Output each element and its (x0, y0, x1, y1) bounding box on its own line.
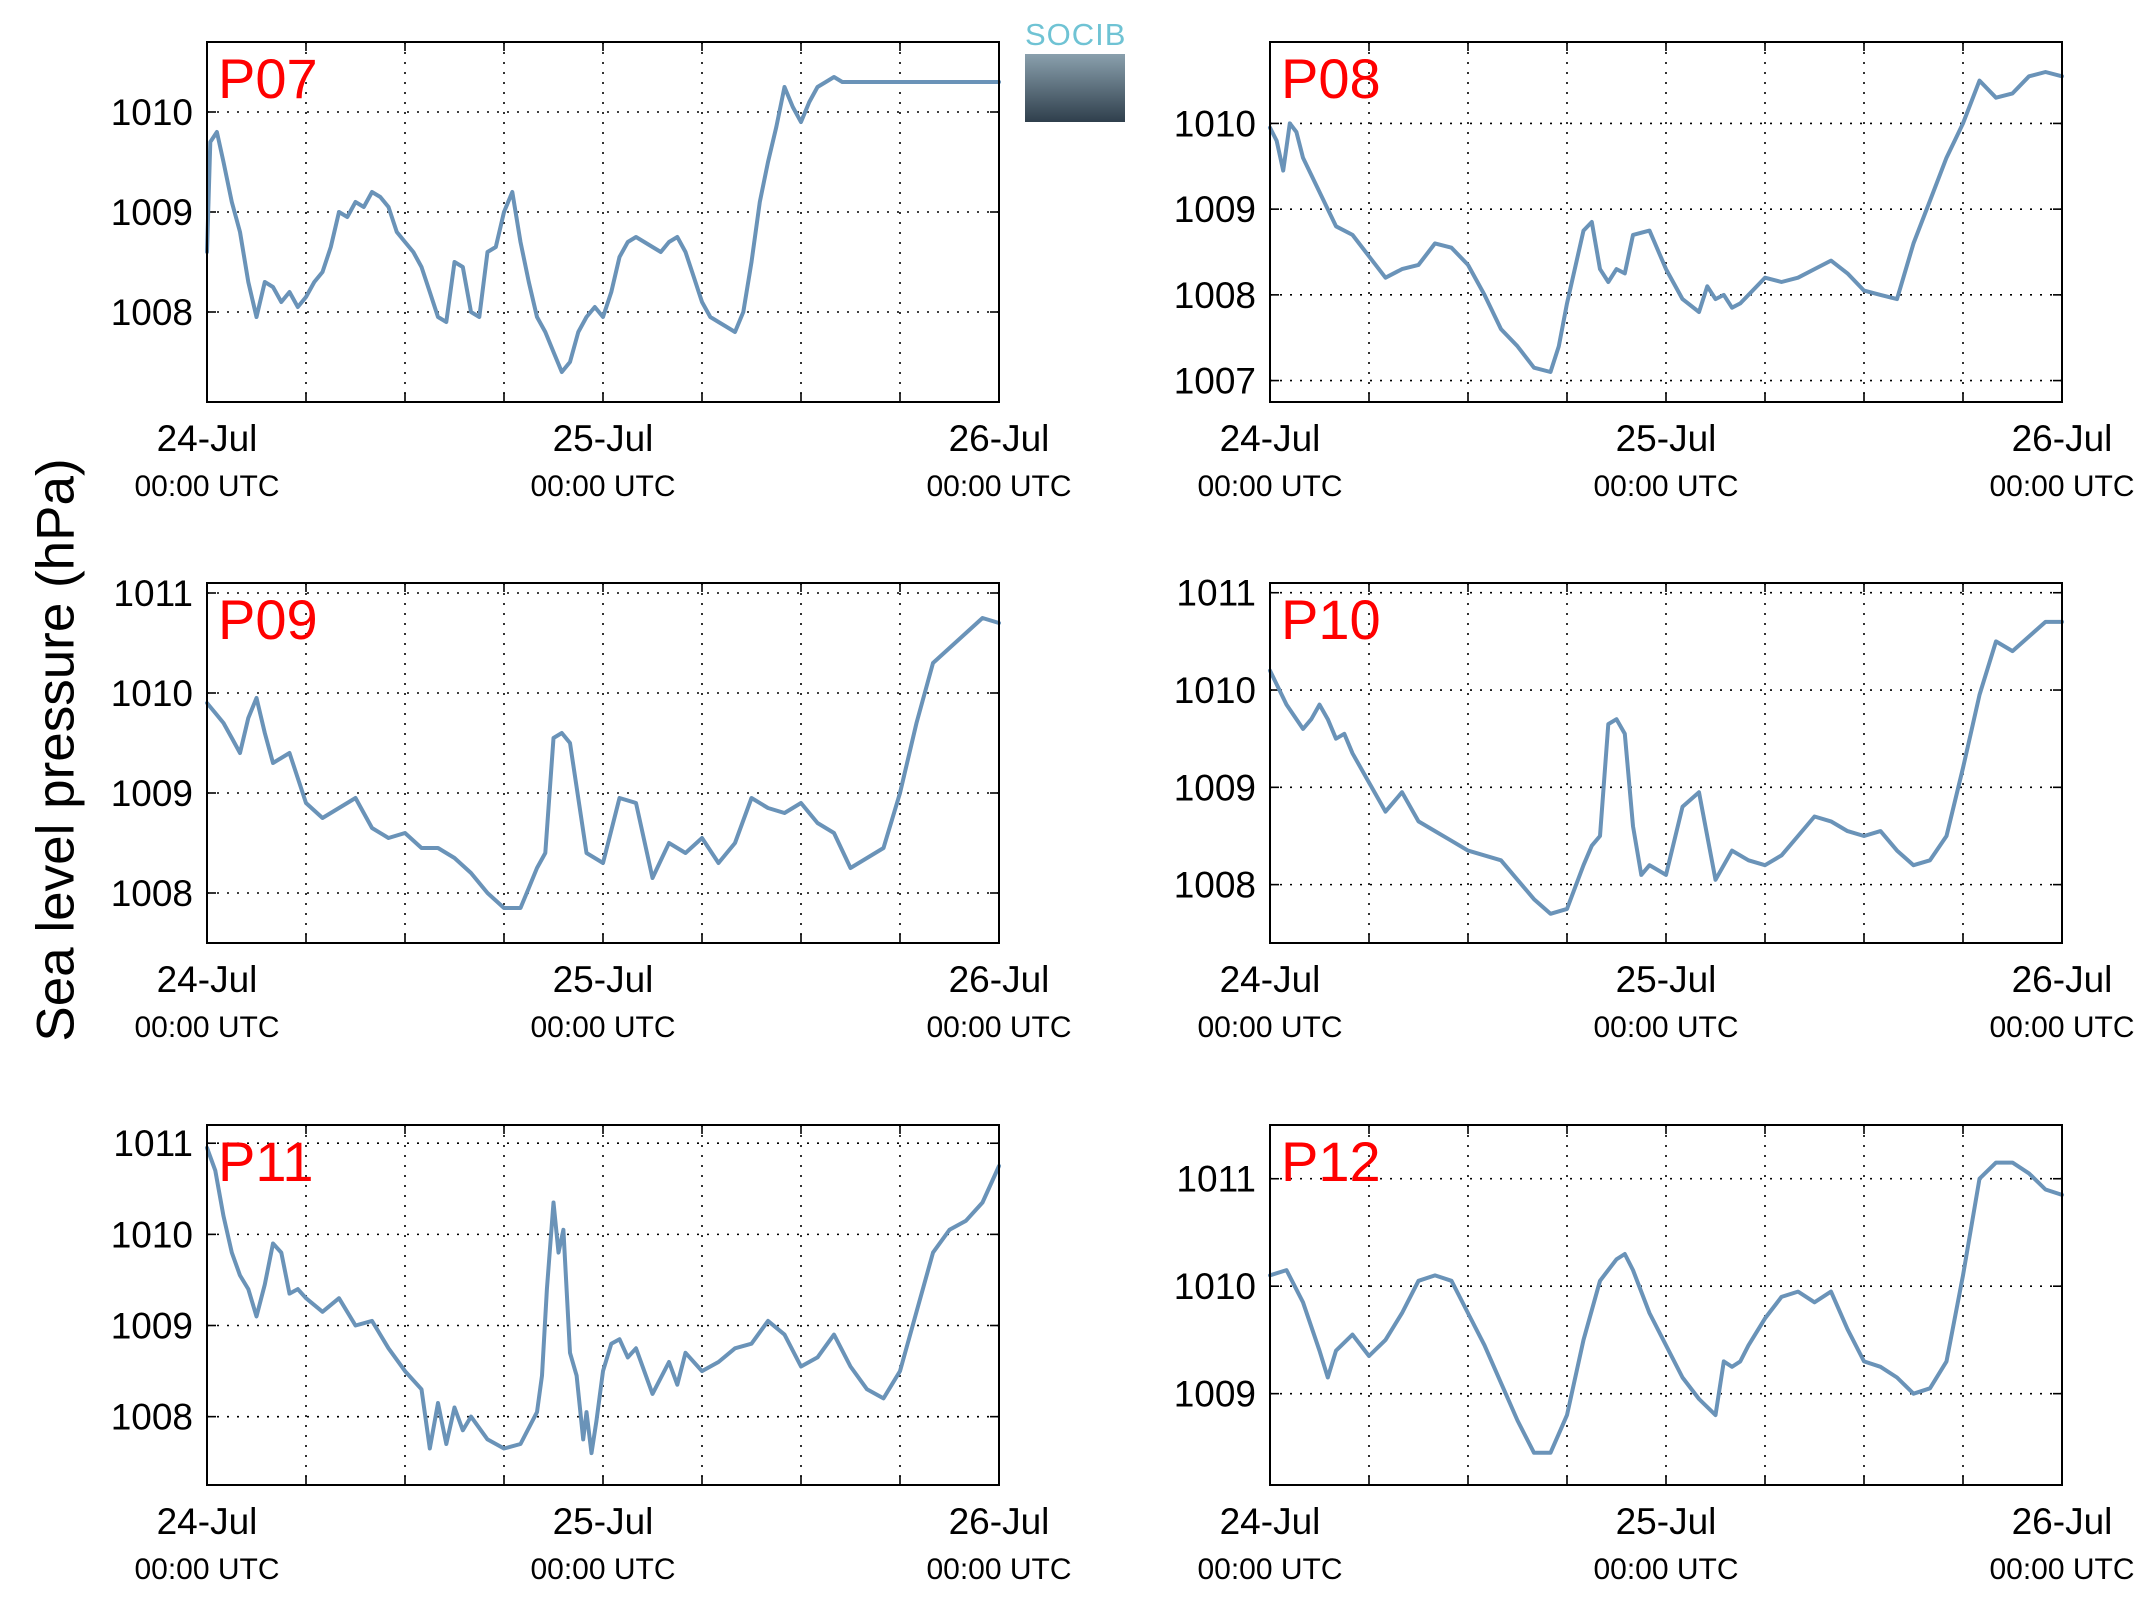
x-tick-label-time: 00:00 UTC (1989, 1553, 2134, 1586)
x-tick-label-day: 25-Jul (1616, 418, 1717, 459)
x-tick-label-time: 00:00 UTC (1989, 1011, 2134, 1044)
y-tick-label: 1010 (111, 92, 193, 133)
y-tick-label: 1008 (111, 292, 193, 333)
y-tick-label: 1009 (111, 192, 193, 233)
x-tick-label-time: 00:00 UTC (926, 1011, 1071, 1044)
axes-frame (1269, 1124, 2063, 1486)
x-tick-label-time: 00:00 UTC (530, 1011, 675, 1044)
x-tick-label-time: 00:00 UTC (530, 470, 675, 503)
station-label-p09: P09 (218, 588, 318, 651)
y-tick-label: 1009 (1174, 189, 1256, 230)
axes-frame (206, 1124, 1000, 1486)
x-tick-label-time: 00:00 UTC (1989, 470, 2134, 503)
station-label-p11: P11 (218, 1130, 313, 1193)
x-tick-label-day: 26-Jul (949, 1501, 1050, 1542)
y-tick-label: 1008 (1174, 275, 1256, 316)
x-tick-label-day: 25-Jul (1616, 959, 1717, 1000)
x-tick-label-time: 00:00 UTC (1197, 1553, 1342, 1586)
x-tick-label-time: 00:00 UTC (530, 1553, 675, 1586)
x-tick-label-day: 26-Jul (2012, 418, 2113, 459)
x-tick-label-day: 25-Jul (553, 418, 654, 459)
station-label-p07: P07 (218, 47, 318, 110)
pressure-line-p09 (205, 616, 1001, 910)
x-tick-label-day: 26-Jul (2012, 959, 2113, 1000)
x-tick-label-day: 24-Jul (1220, 1501, 1321, 1542)
socib-logo: SOCIB (1025, 18, 1125, 122)
y-tick-label: 1010 (1174, 1266, 1256, 1307)
axes-frame (206, 41, 1000, 403)
panel-p09: 1008 1009 1010 1011 24-Jul 00:00 UTC 25-Jul 00:… (111, 573, 1072, 1044)
x-tick-label-time: 00:00 UTC (926, 470, 1071, 503)
x-tick-label-day: 24-Jul (157, 418, 258, 459)
y-tick-label: 1011 (1176, 573, 1256, 614)
y-tick-label: 1010 (1174, 670, 1256, 711)
x-tick-label-time: 00:00 UTC (1197, 1011, 1342, 1044)
panel-p12: 1009 1010 1011 24-Jul 00:00 UTC 25-Jul 00:00 U… (1174, 1124, 2135, 1586)
y-tick-label: 1009 (1174, 767, 1256, 808)
axes-frame (1269, 582, 2063, 944)
x-tick-label-day: 26-Jul (949, 959, 1050, 1000)
station-label-p10: P10 (1281, 588, 1381, 651)
x-tick-label-time: 00:00 UTC (134, 1553, 279, 1586)
y-tick-label: 1010 (111, 1214, 193, 1255)
pressure-line-p07 (205, 75, 1001, 374)
x-tick-label-time: 00:00 UTC (926, 1553, 1071, 1586)
x-tick-label-time: 00:00 UTC (1197, 470, 1342, 503)
pressure-line-p11 (205, 1145, 1001, 1456)
station-label-p12: P12 (1281, 1130, 1381, 1193)
pressure-line-p12 (1268, 1160, 2064, 1455)
y-tick-label: 1011 (113, 573, 193, 614)
y-tick-label: 1009 (1174, 1374, 1256, 1415)
x-tick-label-day: 24-Jul (1220, 418, 1321, 459)
axes-frame (206, 582, 1000, 944)
x-tick-label-time: 00:00 UTC (134, 1011, 279, 1044)
x-tick-label-time: 00:00 UTC (1593, 1011, 1738, 1044)
logo-text: SOCIB (1025, 17, 1127, 52)
x-tick-label-day: 25-Jul (1616, 1501, 1717, 1542)
panel-p08: 1007 1008 1009 1010 24-Jul 00:00 UTC 25-Jul 00:… (1174, 41, 2135, 503)
x-tick-label-day: 24-Jul (1220, 959, 1321, 1000)
y-tick-label: 1011 (113, 1123, 193, 1164)
panel-p07: 1008 1009 1010 24-Jul 00:00 UTC 25-Jul 00:00 U… (111, 41, 1072, 503)
y-tick-label: 1011 (1176, 1159, 1256, 1200)
y-tick-label: 1007 (1174, 361, 1256, 402)
y-tick-label: 1009 (111, 773, 193, 814)
pressure-line-p10 (1268, 619, 2064, 916)
station-label-p08: P08 (1281, 47, 1381, 110)
y-tick-label: 1009 (111, 1306, 193, 1347)
pressure-line-p08 (1268, 70, 2064, 374)
x-tick-label-day: 24-Jul (157, 1501, 258, 1542)
y-tick-label: 1008 (111, 1397, 193, 1438)
y-tick-label: 1008 (111, 873, 193, 914)
panel-p10: 1008 1009 1010 1011 24-Jul 00:00 UTC 25-Jul 00:… (1174, 573, 2135, 1044)
logo-gradient (1025, 54, 1125, 122)
y-tick-label: 1010 (111, 673, 193, 714)
x-tick-label-day: 26-Jul (949, 418, 1050, 459)
x-tick-label-time: 00:00 UTC (1593, 470, 1738, 503)
y-tick-label: 1008 (1174, 865, 1256, 906)
panel-p11: 1008 1009 1010 1011 24-Jul 00:00 UTC 25-Jul 00:… (111, 1123, 1072, 1586)
x-tick-label-day: 25-Jul (553, 1501, 654, 1542)
x-tick-label-time: 00:00 UTC (134, 470, 279, 503)
x-tick-label-day: 26-Jul (2012, 1501, 2113, 1542)
y-tick-label: 1010 (1174, 103, 1256, 144)
x-tick-label-time: 00:00 UTC (1593, 1553, 1738, 1586)
axes-frame (1269, 41, 2063, 403)
x-tick-label-day: 24-Jul (157, 959, 258, 1000)
x-tick-label-day: 25-Jul (553, 959, 654, 1000)
